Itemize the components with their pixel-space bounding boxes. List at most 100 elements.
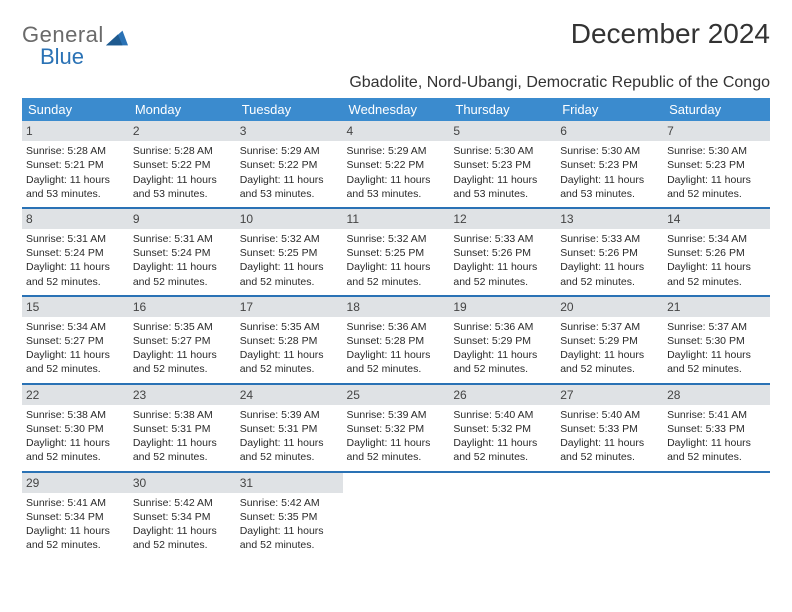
sunrise-line: Sunrise: 5:34 AM — [26, 320, 125, 334]
daylight-line: Daylight: 11 hours and 52 minutes. — [560, 260, 659, 288]
day-number: 17 — [236, 297, 343, 317]
sunrise-line: Sunrise: 5:30 AM — [667, 144, 766, 158]
daylight-line: Daylight: 11 hours and 52 minutes. — [667, 260, 766, 288]
sunrise-line: Sunrise: 5:30 AM — [560, 144, 659, 158]
day-number: 23 — [129, 385, 236, 405]
weekday-header: Friday — [556, 98, 663, 121]
calendar-day-cell: 10Sunrise: 5:32 AMSunset: 5:25 PMDayligh… — [236, 208, 343, 296]
calendar-day-cell: 8Sunrise: 5:31 AMSunset: 5:24 PMDaylight… — [22, 208, 129, 296]
calendar-day-cell: 4Sunrise: 5:29 AMSunset: 5:22 PMDaylight… — [343, 121, 450, 208]
sunset-line: Sunset: 5:22 PM — [240, 158, 339, 172]
day-number: 11 — [343, 209, 450, 229]
daylight-line: Daylight: 11 hours and 52 minutes. — [453, 260, 552, 288]
sunrise-line: Sunrise: 5:39 AM — [240, 408, 339, 422]
sunset-line: Sunset: 5:31 PM — [133, 422, 232, 436]
title-block: December 2024 — [571, 18, 770, 50]
daylight-line: Daylight: 11 hours and 52 minutes. — [560, 436, 659, 464]
header: General Blue December 2024 — [22, 18, 770, 70]
sunset-line: Sunset: 5:23 PM — [453, 158, 552, 172]
calendar-body: 1Sunrise: 5:28 AMSunset: 5:21 PMDaylight… — [22, 121, 770, 558]
sunrise-line: Sunrise: 5:29 AM — [347, 144, 446, 158]
daylight-line: Daylight: 11 hours and 52 minutes. — [560, 348, 659, 376]
weekday-header-row: Sunday Monday Tuesday Wednesday Thursday… — [22, 98, 770, 121]
day-number: 22 — [22, 385, 129, 405]
sunset-line: Sunset: 5:30 PM — [26, 422, 125, 436]
sunset-line: Sunset: 5:27 PM — [133, 334, 232, 348]
sunrise-line: Sunrise: 5:39 AM — [347, 408, 446, 422]
sunrise-line: Sunrise: 5:38 AM — [133, 408, 232, 422]
calendar-day-cell: . — [556, 472, 663, 559]
calendar-day-cell: 2Sunrise: 5:28 AMSunset: 5:22 PMDaylight… — [129, 121, 236, 208]
day-number: 10 — [236, 209, 343, 229]
sunset-line: Sunset: 5:21 PM — [26, 158, 125, 172]
daylight-line: Daylight: 11 hours and 52 minutes. — [133, 348, 232, 376]
daylight-line: Daylight: 11 hours and 52 minutes. — [26, 436, 125, 464]
calendar-table: Sunday Monday Tuesday Wednesday Thursday… — [22, 98, 770, 558]
sunrise-line: Sunrise: 5:31 AM — [26, 232, 125, 246]
day-number: 16 — [129, 297, 236, 317]
sunrise-line: Sunrise: 5:41 AM — [26, 496, 125, 510]
daylight-line: Daylight: 11 hours and 53 minutes. — [453, 173, 552, 201]
daylight-line: Daylight: 11 hours and 52 minutes. — [240, 436, 339, 464]
weekday-header: Sunday — [22, 98, 129, 121]
daylight-line: Daylight: 11 hours and 52 minutes. — [133, 524, 232, 552]
calendar-day-cell: 5Sunrise: 5:30 AMSunset: 5:23 PMDaylight… — [449, 121, 556, 208]
day-number: 2 — [129, 121, 236, 141]
weekday-header: Wednesday — [343, 98, 450, 121]
calendar-day-cell: 6Sunrise: 5:30 AMSunset: 5:23 PMDaylight… — [556, 121, 663, 208]
calendar-week-row: 29Sunrise: 5:41 AMSunset: 5:34 PMDayligh… — [22, 472, 770, 559]
daylight-line: Daylight: 11 hours and 52 minutes. — [667, 173, 766, 201]
calendar-week-row: 8Sunrise: 5:31 AMSunset: 5:24 PMDaylight… — [22, 208, 770, 296]
calendar-day-cell: 3Sunrise: 5:29 AMSunset: 5:22 PMDaylight… — [236, 121, 343, 208]
weekday-header: Monday — [129, 98, 236, 121]
sunset-line: Sunset: 5:34 PM — [133, 510, 232, 524]
sunrise-line: Sunrise: 5:41 AM — [667, 408, 766, 422]
daylight-line: Daylight: 11 hours and 52 minutes. — [133, 260, 232, 288]
subtitle: Gbadolite, Nord-Ubangi, Democratic Repub… — [22, 74, 770, 92]
daylight-line: Daylight: 11 hours and 52 minutes. — [26, 524, 125, 552]
daylight-line: Daylight: 11 hours and 52 minutes. — [453, 348, 552, 376]
day-number: 4 — [343, 121, 450, 141]
sunrise-line: Sunrise: 5:33 AM — [453, 232, 552, 246]
sunset-line: Sunset: 5:24 PM — [133, 246, 232, 260]
calendar-day-cell: 27Sunrise: 5:40 AMSunset: 5:33 PMDayligh… — [556, 384, 663, 472]
day-number: 24 — [236, 385, 343, 405]
logo: General Blue — [22, 22, 128, 70]
daylight-line: Daylight: 11 hours and 52 minutes. — [347, 348, 446, 376]
calendar-day-cell: 11Sunrise: 5:32 AMSunset: 5:25 PMDayligh… — [343, 208, 450, 296]
sunset-line: Sunset: 5:22 PM — [347, 158, 446, 172]
sunrise-line: Sunrise: 5:35 AM — [240, 320, 339, 334]
daylight-line: Daylight: 11 hours and 53 minutes. — [26, 173, 125, 201]
sunset-line: Sunset: 5:35 PM — [240, 510, 339, 524]
sunrise-line: Sunrise: 5:31 AM — [133, 232, 232, 246]
day-number: 14 — [663, 209, 770, 229]
daylight-line: Daylight: 11 hours and 52 minutes. — [133, 436, 232, 464]
day-number: 18 — [343, 297, 450, 317]
sunrise-line: Sunrise: 5:28 AM — [26, 144, 125, 158]
sunset-line: Sunset: 5:23 PM — [560, 158, 659, 172]
calendar-day-cell: . — [663, 472, 770, 559]
sunrise-line: Sunrise: 5:40 AM — [453, 408, 552, 422]
calendar-day-cell: 15Sunrise: 5:34 AMSunset: 5:27 PMDayligh… — [22, 296, 129, 384]
day-number: 13 — [556, 209, 663, 229]
day-number: 21 — [663, 297, 770, 317]
sunset-line: Sunset: 5:26 PM — [560, 246, 659, 260]
calendar-day-cell: 24 Sunrise: 5:39 AMSunset: 5:31 PMDayligh… — [236, 384, 343, 472]
daylight-line: Daylight: 11 hours and 52 minutes. — [26, 260, 125, 288]
sunset-line: Sunset: 5:34 PM — [26, 510, 125, 524]
day-number: 5 — [449, 121, 556, 141]
sunset-line: Sunset: 5:25 PM — [240, 246, 339, 260]
page-title: December 2024 — [571, 18, 770, 50]
calendar-day-cell: 30Sunrise: 5:42 AMSunset: 5:34 PMDayligh… — [129, 472, 236, 559]
day-number: 30 — [129, 473, 236, 493]
weekday-header: Tuesday — [236, 98, 343, 121]
daylight-line: Daylight: 11 hours and 52 minutes. — [667, 436, 766, 464]
sunset-line: Sunset: 5:31 PM — [240, 422, 339, 436]
day-number: 9 — [129, 209, 236, 229]
sunrise-line: Sunrise: 5:42 AM — [240, 496, 339, 510]
calendar-day-cell: 26Sunrise: 5:40 AMSunset: 5:32 PMDayligh… — [449, 384, 556, 472]
sunrise-line: Sunrise: 5:29 AM — [240, 144, 339, 158]
logo-text: General Blue — [22, 22, 104, 70]
day-number: 8 — [22, 209, 129, 229]
sunset-line: Sunset: 5:26 PM — [667, 246, 766, 260]
